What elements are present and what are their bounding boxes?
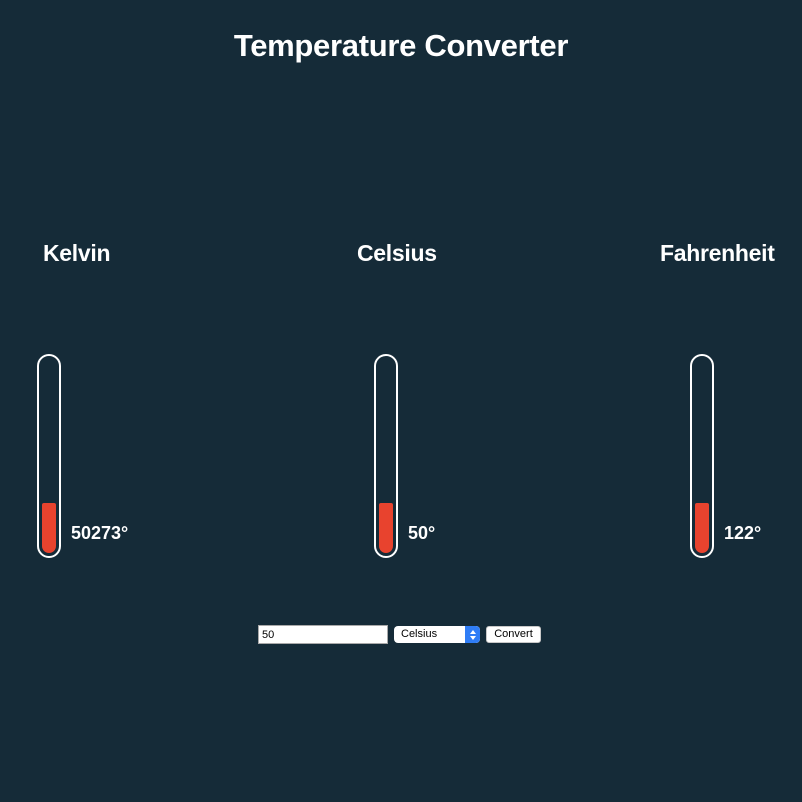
up-down-chevron-icon [465,626,480,643]
temperature-input[interactable] [258,625,388,644]
fahrenheit-reading: 122° [724,523,762,543]
convert-button[interactable]: Convert [486,626,541,643]
celsius-mercury-fill [379,503,393,553]
celsius-reading: 50° [408,523,436,543]
fahrenheit-mercury-fill [695,503,709,553]
kelvin-reading: 50273° [71,523,129,543]
unit-select-value: Celsius [401,628,438,640]
kelvin-mercury-fill [42,503,56,553]
celsius-heading: Celsius [357,240,437,266]
unit-select[interactable]: Celsius [394,626,480,643]
fahrenheit-heading: Fahrenheit [660,240,775,266]
kelvin-thermometer [37,354,61,558]
page-title: Temperature Converter [233,28,569,63]
celsius-thermometer [374,354,398,558]
fahrenheit-thermometer [690,354,714,558]
kelvin-heading: Kelvin [43,240,111,266]
